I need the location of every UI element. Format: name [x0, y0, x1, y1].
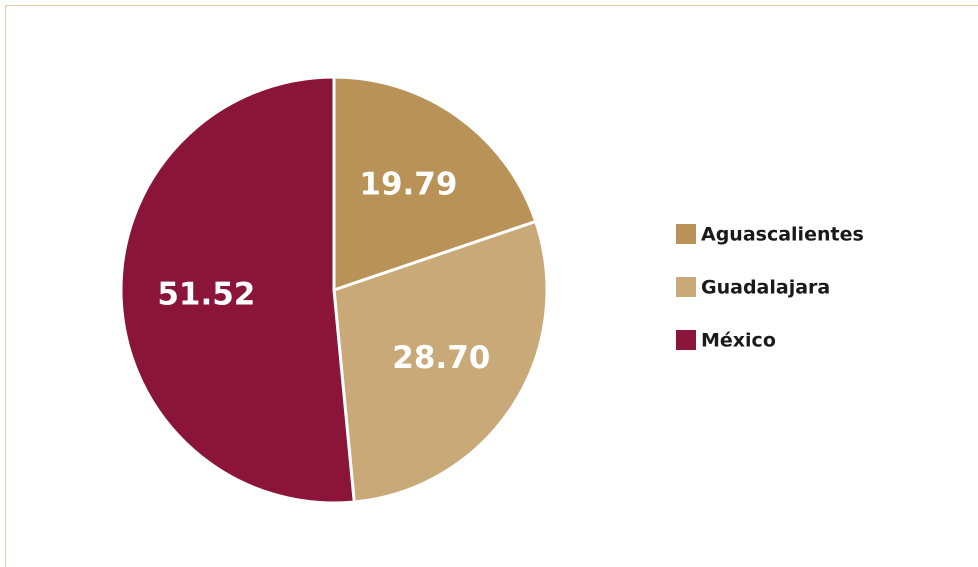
legend-label: Guadalajara — [701, 277, 830, 299]
frame — [5, 5, 978, 567]
pie-slice — [332, 75, 538, 293]
legend-swatch — [676, 330, 696, 350]
pie-slice — [332, 219, 549, 504]
pie-slice — [119, 75, 356, 505]
data-label: 51.52 — [157, 277, 255, 313]
data-label: 28.70 — [392, 340, 490, 376]
data-label: 19.79 — [359, 167, 457, 203]
legend-label: México — [701, 330, 776, 352]
legend-label: Aguascalientes — [701, 224, 864, 246]
legend-swatch — [676, 224, 696, 244]
legend-swatch — [676, 277, 696, 297]
